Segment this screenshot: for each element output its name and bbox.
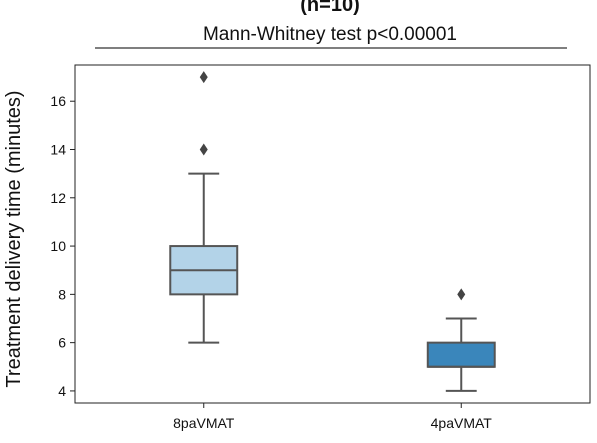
outlier-point xyxy=(199,71,208,84)
y-tick-label: 10 xyxy=(50,238,66,254)
outlier-point xyxy=(199,143,208,156)
x-tick-label: 4paVMAT xyxy=(431,415,493,431)
y-tick-label: 16 xyxy=(50,93,66,109)
x-tick-label: 8paVMAT xyxy=(173,415,235,431)
y-axis-label: Treatment delivery time (minutes) xyxy=(3,90,25,387)
y-tick-label: 14 xyxy=(50,142,66,158)
chart-title: (n=10) xyxy=(300,0,360,16)
box-4paVMAT xyxy=(426,341,496,368)
y-tick-label: 12 xyxy=(50,190,66,206)
y-tick-label: 8 xyxy=(58,286,66,302)
outlier-point xyxy=(457,288,466,301)
y-tick-label: 6 xyxy=(58,335,66,351)
y-tick-label: 4 xyxy=(58,383,66,399)
plot-frame xyxy=(74,64,591,404)
chart-subtitle: Mann-Whitney test p<0.00001 xyxy=(202,24,457,45)
